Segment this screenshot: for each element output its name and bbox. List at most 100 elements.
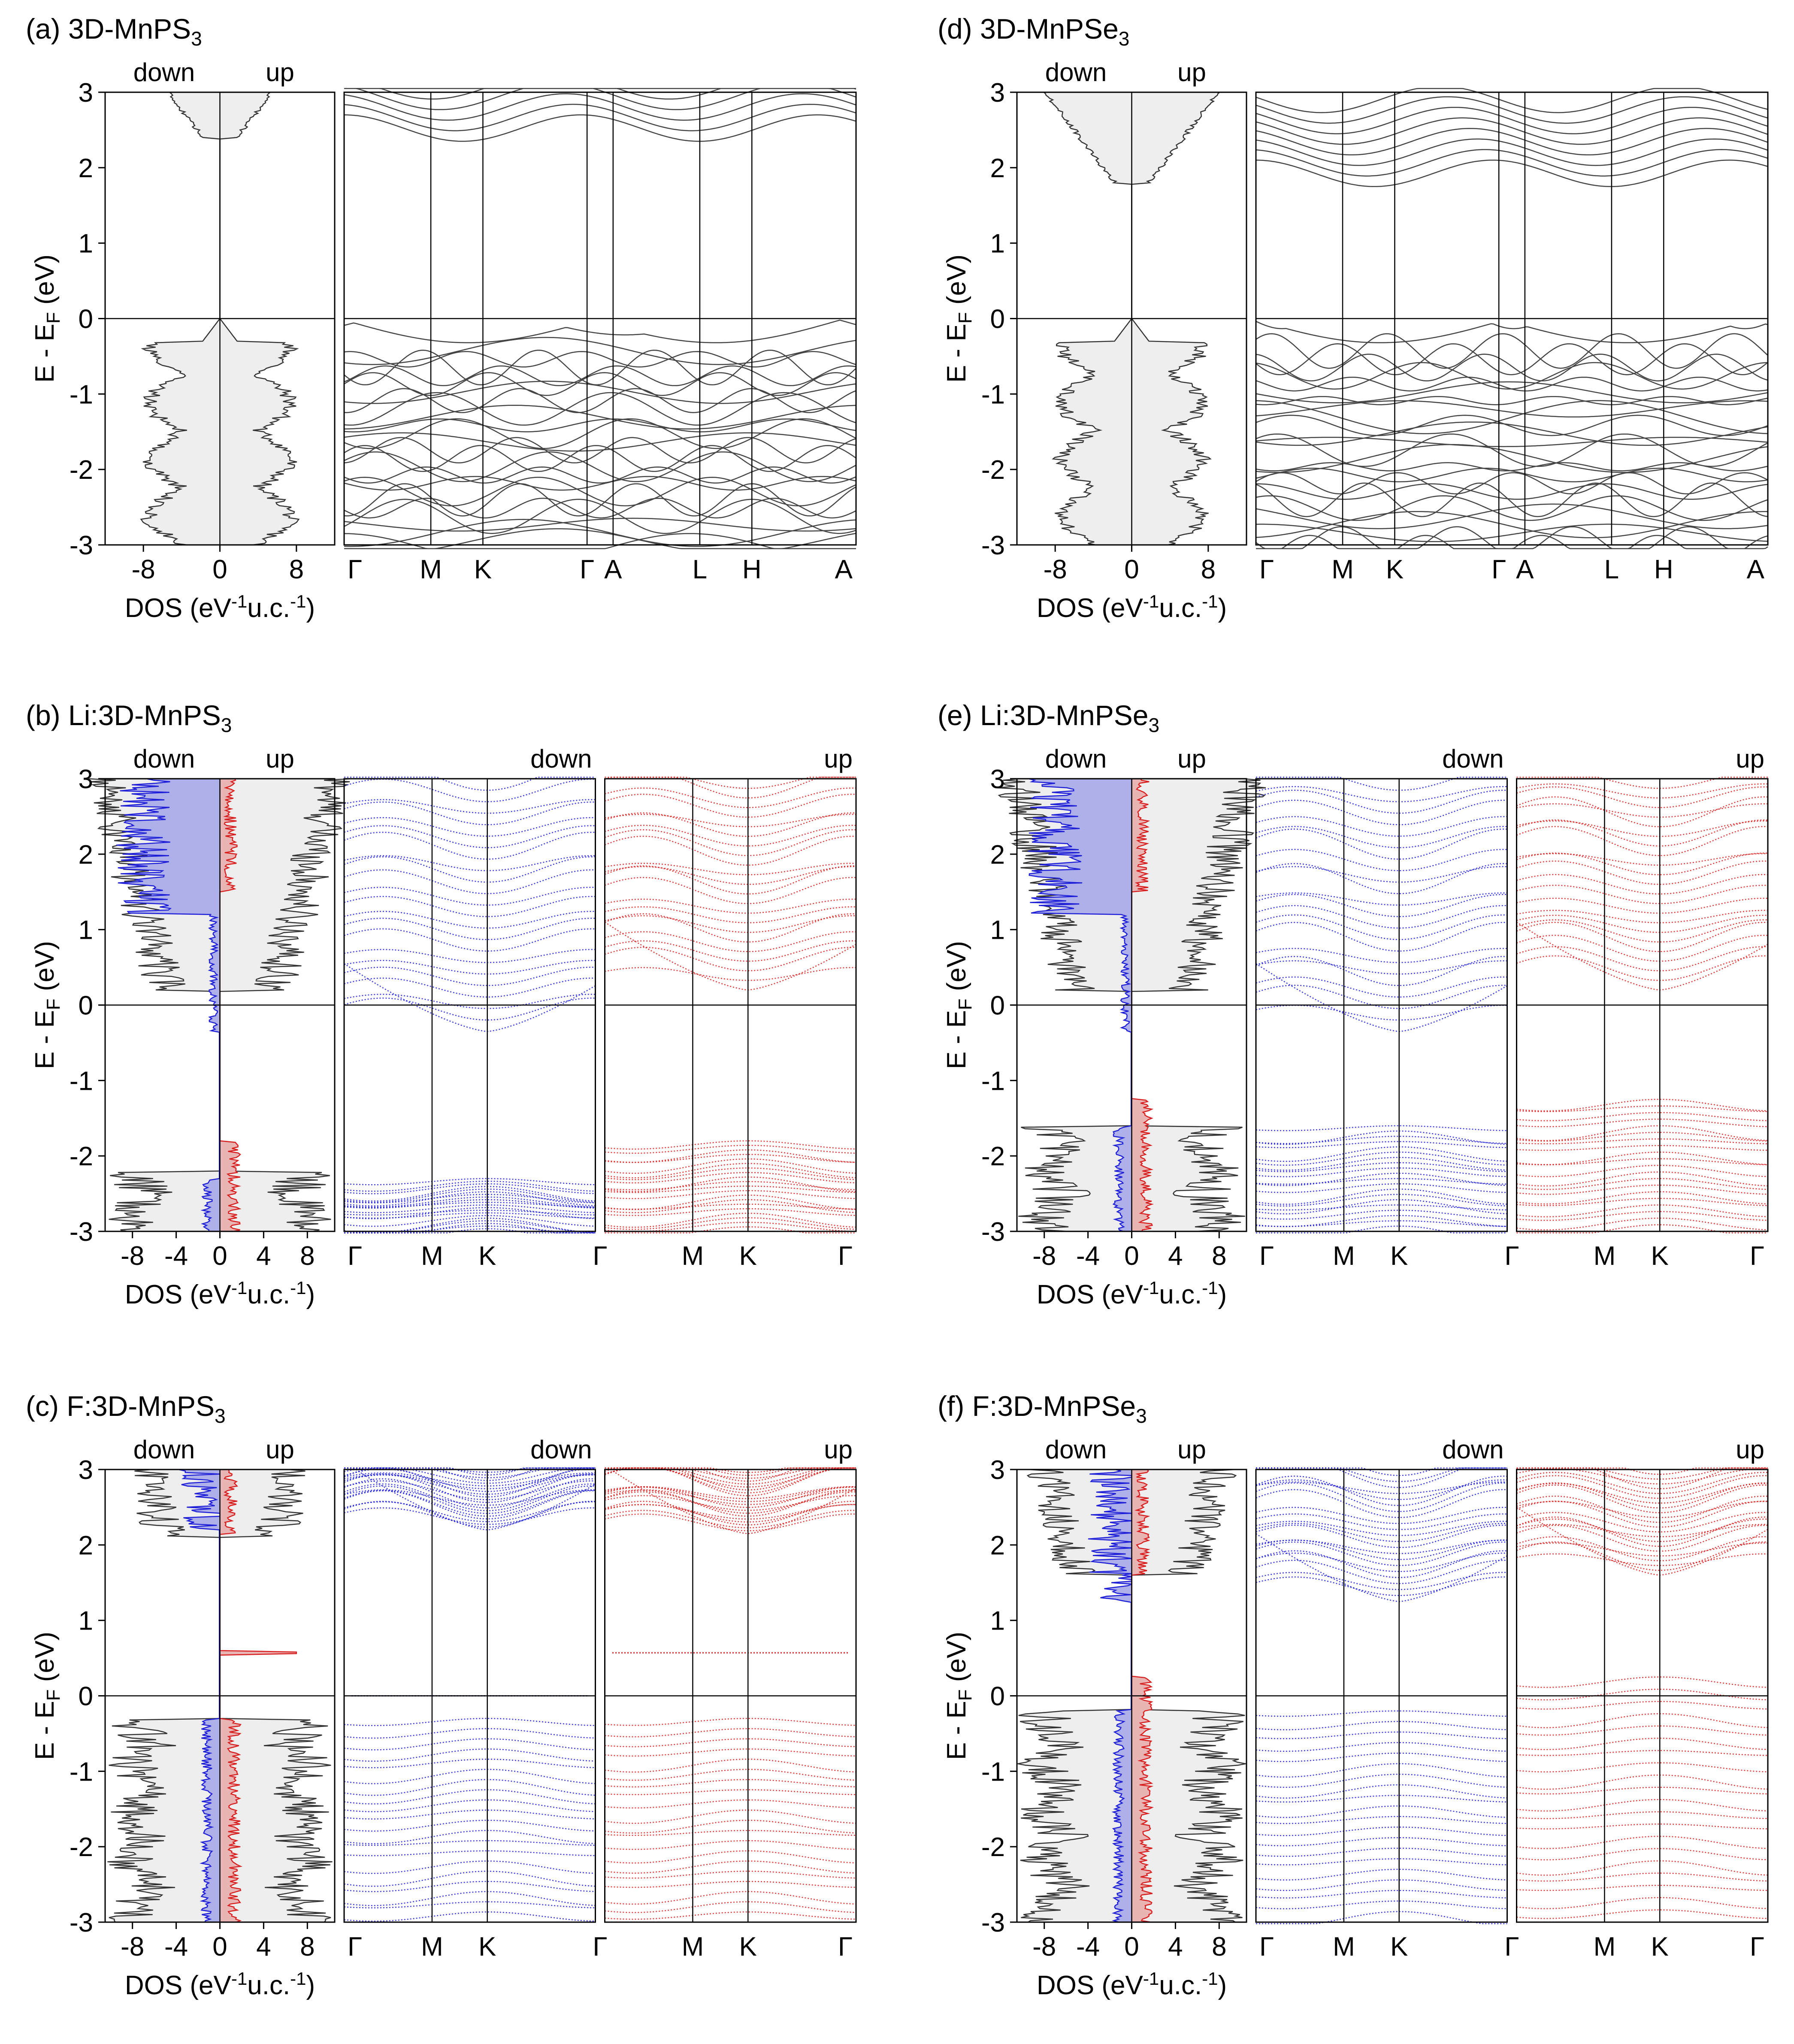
k-point-label: Γ bbox=[1259, 555, 1274, 584]
valence-band bbox=[1516, 1725, 1768, 1736]
valence-band bbox=[1516, 1848, 1768, 1860]
conduction-band bbox=[1516, 1484, 1768, 1513]
dos-axis-title-main: DOS (eV bbox=[1037, 593, 1144, 623]
valence-band bbox=[1255, 381, 1768, 404]
valence-band bbox=[1255, 1710, 1507, 1717]
valence-band bbox=[1255, 1183, 1507, 1193]
conduction-band bbox=[344, 801, 596, 825]
valence-band bbox=[605, 1158, 856, 1174]
k-point-label: M bbox=[1333, 1932, 1355, 1962]
valence-band bbox=[605, 1728, 856, 1738]
conduction-band bbox=[1516, 1475, 1768, 1499]
dos-x-tick-label: 8 bbox=[300, 1932, 315, 1962]
y-tick-label: 0 bbox=[990, 1682, 1005, 1711]
valence-band bbox=[344, 1789, 596, 1805]
conduction-band bbox=[1255, 956, 1507, 986]
valence-band bbox=[1516, 1909, 1768, 1919]
dos-x-tick-label: 0 bbox=[212, 1932, 227, 1962]
conduction-band bbox=[1255, 1489, 1507, 1518]
y-tick-label: 0 bbox=[990, 305, 1005, 334]
conduction-band bbox=[1255, 1481, 1507, 1494]
conduction-band bbox=[1516, 1483, 1768, 1504]
valence-band bbox=[344, 519, 856, 547]
y-tick-label: -3 bbox=[70, 531, 93, 560]
dos-x-tick-label: -8 bbox=[132, 555, 155, 584]
conduction-band bbox=[1255, 914, 1507, 940]
valence-band bbox=[1255, 1731, 1507, 1739]
valence-band bbox=[344, 1199, 596, 1209]
conduction-band bbox=[1255, 863, 1507, 894]
band-panel-up: up bbox=[604, 744, 857, 1234]
y-tick-label: -3 bbox=[981, 1908, 1005, 1938]
y-axis-title: E - EF (eV) bbox=[942, 254, 976, 383]
conduction-band bbox=[344, 977, 596, 998]
valence-band bbox=[1255, 1869, 1507, 1881]
valence-band bbox=[1516, 1138, 1768, 1145]
y-axis-title: E - EF (eV) bbox=[30, 254, 64, 383]
k-point-label: Γ bbox=[1504, 1932, 1519, 1962]
y-axis-title-sub: F bbox=[955, 312, 976, 324]
conduction-band bbox=[344, 855, 596, 871]
conduction-band bbox=[605, 793, 856, 818]
conduction-band bbox=[1516, 820, 1768, 837]
conduction-band bbox=[1516, 853, 1768, 866]
k-point-label: A bbox=[1747, 555, 1765, 584]
valence-band bbox=[344, 517, 856, 532]
dos-axis-title-sup: -1 bbox=[290, 1968, 306, 1989]
dos-x-tick-label: -8 bbox=[1044, 555, 1067, 584]
conduction-band bbox=[1255, 1541, 1507, 1566]
y-axis-title-tail: (eV) bbox=[30, 1632, 60, 1689]
valence-band bbox=[344, 392, 856, 426]
y-tick-label: 3 bbox=[79, 78, 93, 108]
conduction-band bbox=[1516, 1516, 1768, 1547]
conduction-band bbox=[1255, 106, 1768, 134]
valence-band bbox=[1516, 1197, 1768, 1206]
valence-band bbox=[1516, 1112, 1768, 1122]
dos-up-fill bbox=[220, 1470, 296, 1922]
dos-axis-title-mid: u.c. bbox=[247, 1280, 290, 1309]
y-axis-title: E - EF (eV) bbox=[30, 1632, 64, 1760]
conduction-band bbox=[1255, 1524, 1507, 1548]
y-tick-label: -1 bbox=[981, 1066, 1005, 1096]
valence-band bbox=[1255, 1805, 1507, 1818]
conduction-band bbox=[605, 862, 856, 876]
valence-band bbox=[1256, 1911, 1507, 1924]
conduction-band bbox=[344, 856, 596, 883]
dos-axis-title-main: DOS (eV bbox=[1037, 1280, 1144, 1309]
dos-up-fill bbox=[1131, 92, 1220, 545]
valence-band bbox=[1516, 1688, 1768, 1701]
dos-label-down: down bbox=[1045, 58, 1107, 87]
conduction-band bbox=[344, 1467, 596, 1476]
y-axis-title-sub: F bbox=[43, 998, 64, 1010]
valence-band bbox=[344, 319, 856, 344]
y-axis-title-sub: F bbox=[43, 1689, 64, 1701]
y-tick-label: 2 bbox=[990, 1531, 1005, 1560]
valence-band bbox=[1255, 1837, 1507, 1847]
valence-band bbox=[344, 1809, 596, 1820]
conduction-band bbox=[1516, 1467, 1768, 1475]
valence-band bbox=[605, 1140, 856, 1150]
conduction-band bbox=[344, 886, 596, 906]
valence-band bbox=[605, 1860, 856, 1874]
conduction-band bbox=[605, 915, 856, 933]
dos-x-tick-label: -8 bbox=[1032, 1932, 1056, 1962]
panel-title: (c) F:3D-MnPS3 bbox=[26, 1390, 226, 1427]
valence-band bbox=[344, 528, 856, 550]
dos-axis-title-tail: ) bbox=[1218, 593, 1227, 623]
valence-band bbox=[1255, 396, 1768, 405]
conduction-band bbox=[605, 1487, 856, 1502]
y-axis-title-tail: (eV) bbox=[30, 941, 60, 998]
panel-title-sub: 3 bbox=[1119, 27, 1130, 50]
dos-axis-title: DOS (eV-1u.c.-1) bbox=[125, 1278, 315, 1309]
dos-axis-title-main: DOS (eV bbox=[1037, 1971, 1144, 2000]
valence-band bbox=[1255, 1162, 1507, 1173]
valence-band bbox=[344, 418, 856, 432]
conduction-band bbox=[1255, 1560, 1507, 1584]
band-panel-label: down bbox=[1442, 744, 1504, 773]
valence-band bbox=[605, 1748, 856, 1757]
conduction-band bbox=[605, 906, 856, 923]
valence-band bbox=[605, 1199, 856, 1213]
y-axis-title-sub: F bbox=[43, 312, 64, 324]
